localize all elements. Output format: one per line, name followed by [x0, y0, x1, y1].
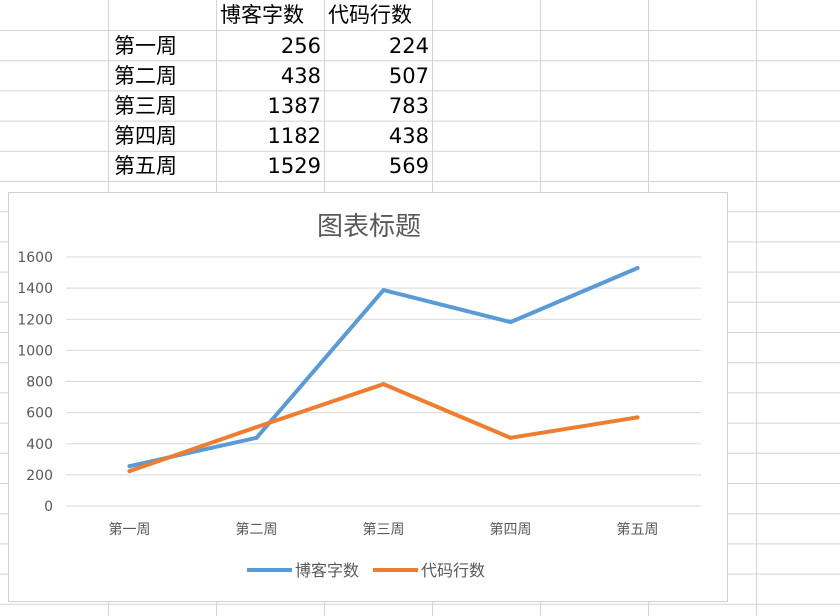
cell-blog-3[interactable]: 1387	[267, 94, 321, 118]
cell-blog-4[interactable]: 1182	[267, 124, 321, 148]
row-label-5[interactable]: 第五周	[114, 154, 177, 178]
series-line-1	[127, 266, 640, 469]
cell-code-2[interactable]: 507	[388, 64, 429, 88]
series-2-point-5	[635, 415, 640, 420]
x-tick-label-4: 第四周	[490, 521, 532, 538]
series-1-point-1	[127, 464, 132, 469]
series-2-point-1	[127, 469, 132, 474]
y-tick-label-400: 400	[26, 437, 53, 453]
x-tick-label-3: 第三周	[363, 521, 405, 538]
series-1-point-2	[254, 435, 259, 440]
series-1-point-3	[381, 288, 386, 293]
cell-code-5[interactable]: 569	[388, 154, 429, 178]
y-tick-label-800: 800	[26, 375, 53, 391]
series-2-point-2	[254, 425, 259, 430]
y-tick-label-1600: 1600	[17, 250, 53, 266]
y-tick-label-200: 200	[26, 468, 53, 484]
y-tick-label-1400: 1400	[17, 281, 53, 297]
cell-code-3[interactable]: 783	[388, 94, 429, 118]
legend-label-1: 博客字数	[295, 561, 359, 580]
legend-label-2: 代码行数	[421, 561, 485, 580]
series-line-2	[127, 382, 640, 474]
header-code-lines[interactable]: 代码行数	[328, 3, 412, 27]
cell-code-4[interactable]: 438	[388, 124, 429, 148]
cell-blog-1[interactable]: 256	[280, 34, 321, 58]
row-label-3[interactable]: 第三周	[114, 94, 177, 118]
header-blog-words[interactable]: 博客字数	[220, 3, 304, 27]
row-label-2[interactable]: 第二周	[114, 64, 177, 88]
x-tick-label-2: 第二周	[236, 521, 278, 538]
series-2-point-4	[508, 435, 513, 440]
y-tick-label-1200: 1200	[17, 312, 53, 328]
series-1-point-5	[635, 266, 640, 271]
line-chart[interactable]: 图表标题 0 200 400 600 800 1000 1200 1400 1600 第一周 第二周 第…	[8, 192, 728, 602]
x-tick-label-1: 第一周	[109, 521, 151, 538]
y-tick-label-0: 0	[44, 499, 53, 515]
y-tick-label-600: 600	[26, 406, 53, 422]
chart-title: 图表标题	[317, 212, 421, 242]
series-2-point-3	[381, 382, 386, 387]
cell-code-1[interactable]: 224	[388, 34, 429, 58]
series-1-point-4	[508, 320, 513, 325]
x-tick-label-5: 第五周	[617, 521, 659, 538]
row-label-4[interactable]: 第四周	[114, 124, 177, 148]
row-label-1[interactable]: 第一周	[114, 34, 177, 58]
y-tick-label-1000: 1000	[17, 343, 53, 359]
chart-canvas: 图表标题 0 200 400 600 800 1000 1200 1400 1600 第一周 第二周 第…	[17, 212, 701, 580]
cell-blog-5[interactable]: 1529	[267, 154, 321, 178]
cell-blog-2[interactable]: 438	[280, 64, 321, 88]
